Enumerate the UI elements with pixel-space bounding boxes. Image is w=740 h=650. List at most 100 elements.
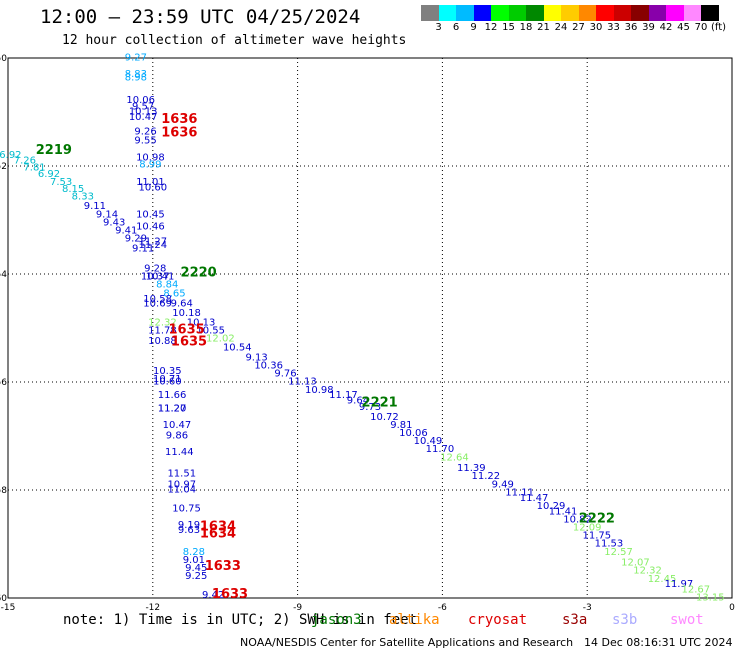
plot-frame <box>7 57 733 599</box>
y-tick-label: -50 <box>0 54 7 64</box>
color-swatch <box>596 5 614 21</box>
swh-value: 12.67 <box>681 585 710 596</box>
swh-value: 9.13 <box>245 352 267 363</box>
swh-value: 10.72 <box>370 412 399 423</box>
swh-value: 12.32 <box>148 317 177 328</box>
swh-value: 11.20 <box>158 404 187 415</box>
swh-value: 10.37 <box>141 271 170 282</box>
pass-number-label: 1634 <box>200 520 236 535</box>
swh-value: 9.11 <box>84 201 106 212</box>
swh-value: 10.60 <box>153 377 182 388</box>
color-scale-label: 6 <box>452 22 460 33</box>
swh-value: 9.27 <box>125 53 147 64</box>
swh-value: 10.82 <box>563 514 592 525</box>
chart-subtitle: 12 hour collection of altimeter wave hei… <box>62 33 407 48</box>
swh-value: 13.15 <box>696 593 725 604</box>
swh-value: 10.46 <box>136 222 165 233</box>
color-scale-label: 30 <box>589 22 603 33</box>
swh-value: 11.75 <box>583 531 612 542</box>
swh-value: 10.29 <box>537 501 566 512</box>
notes-footer: note: 1) Time is in UTC; 2) SWH is in fe… <box>0 612 740 650</box>
swh-value: 9.42 <box>202 590 224 601</box>
color-scale-label: 21 <box>537 22 550 33</box>
swh-value: 10.41 <box>146 271 175 282</box>
y-tick-label: -60 <box>0 594 7 604</box>
color-scale-label: 12 <box>484 22 498 33</box>
swh-value: 9.57 <box>132 101 154 112</box>
color-swatch <box>438 5 456 21</box>
swh-value: 9.64 <box>171 298 193 309</box>
swh-value: 11.01 <box>136 177 165 188</box>
swh-value: 8.33 <box>72 191 94 202</box>
swh-value: 9.86 <box>166 431 188 442</box>
mission-jason3: jason3 <box>311 612 362 628</box>
swh-value: 10.98 <box>136 153 165 164</box>
swh-value: 9.49 <box>492 479 514 490</box>
color-scale-label: 15 <box>502 22 515 33</box>
color-scale-label: 36 <box>624 22 638 33</box>
mission-altika: altika <box>389 612 440 628</box>
color-swatch <box>456 5 474 21</box>
color-swatch <box>421 5 439 21</box>
swh-value: 11.39 <box>457 463 486 474</box>
swh-value: 10.18 <box>172 308 201 319</box>
pass-number-label: 1633 <box>212 587 248 602</box>
color-swatch <box>701 5 719 21</box>
swh-value: 10.54 <box>223 343 252 354</box>
color-swatch <box>631 5 649 21</box>
color-swatch <box>543 5 561 21</box>
color-swatch <box>666 5 684 21</box>
swh-value: 8.99 <box>139 160 161 171</box>
swh-value: 10.47 <box>163 420 192 431</box>
swh-value: 10.58 <box>143 294 172 305</box>
swh-value: 11.04 <box>167 485 196 496</box>
swh-value: 10.36 <box>254 361 283 372</box>
color-scale-label: 27 <box>572 22 585 33</box>
pass-number-label: 1634 <box>200 527 236 542</box>
swh-value: 10.35 <box>153 366 182 377</box>
mission-s3a: s3a <box>562 612 588 628</box>
swh-value: 9.28 <box>144 263 166 274</box>
swh-value: 10.13 <box>129 107 158 118</box>
x-tick-label: -15 <box>1 603 16 613</box>
swh-value: 9.14 <box>96 209 118 220</box>
swh-value: 9.63 <box>178 525 200 536</box>
x-tick-label: 0 <box>729 603 735 613</box>
swh-value: 9.01 <box>183 555 205 566</box>
pass-number-label: 1635 <box>171 334 207 349</box>
x-tick-label: -6 <box>438 603 447 613</box>
pass-number-label: 1636 <box>161 125 197 140</box>
swh-value: 10.13 <box>187 317 216 328</box>
mission-s3b: s3b <box>612 612 638 628</box>
swh-value: 10.49 <box>414 436 443 447</box>
y-tick-label: -56 <box>0 378 7 388</box>
color-scale-label: (ft) <box>710 22 727 33</box>
color-swatch <box>683 5 701 21</box>
swh-value: 8.65 <box>163 289 185 300</box>
color-scale-label: 3 <box>435 22 442 33</box>
swh-value: 10.98 <box>305 385 334 396</box>
swh-value: 11.41 <box>549 506 578 517</box>
color-scale-label: 70 <box>694 22 708 33</box>
swh-value: 10.75 <box>172 504 201 515</box>
swh-value: 11.51 <box>167 469 196 480</box>
color-scale-label: 33 <box>607 22 620 33</box>
swh-value: 11.70 <box>426 444 455 455</box>
swh-value: 11.44 <box>165 447 194 458</box>
swh-value: 11.78 <box>148 325 177 336</box>
color-scale-labels: 3 6 9 12 15 18 21 24 27 30 33 36 39 42 45 70 (ft) <box>421 22 740 34</box>
color-scale-bar <box>421 5 719 21</box>
pass-number-label: 1633 <box>205 559 241 574</box>
swh-value: 12.02 <box>206 334 235 345</box>
swh-value: 11.17 <box>329 390 358 401</box>
color-scale-label: 24 <box>554 22 568 33</box>
swh-value: 12.09 <box>573 523 602 534</box>
swh-value: 11.22 <box>472 471 501 482</box>
color-swatch <box>578 5 596 21</box>
swh-value: 9.81 <box>390 420 412 431</box>
color-swatch <box>491 5 509 21</box>
swh-value: 11.27 <box>138 236 167 247</box>
swh-value: 8.84 <box>156 280 178 291</box>
swh-value: 10.06 <box>126 95 155 106</box>
swh-value: 9.29 <box>125 234 147 245</box>
